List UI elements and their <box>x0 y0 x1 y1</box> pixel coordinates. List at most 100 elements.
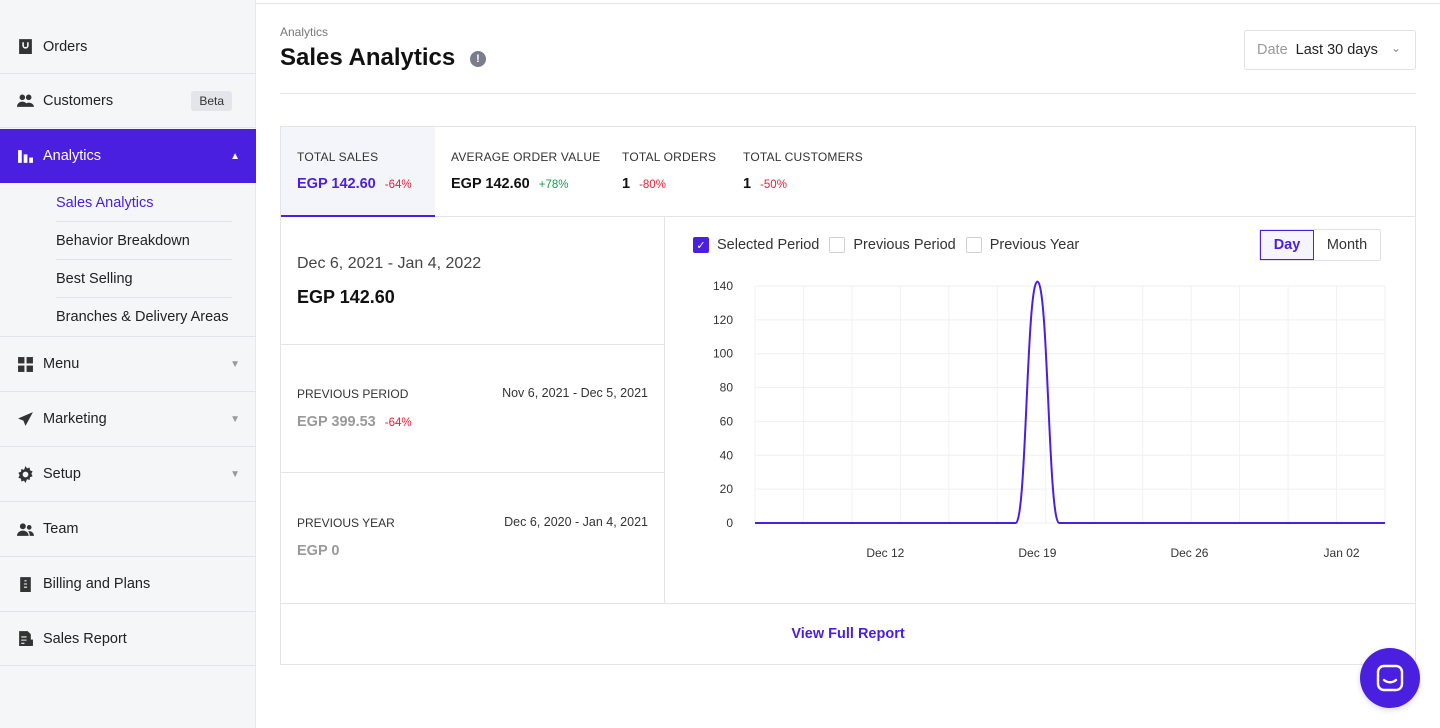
current-period-value: EGP 142.60 <box>297 287 395 307</box>
sidebar-item-marketing[interactable]: Marketing ▼ <box>0 392 256 447</box>
sidebar-item-label: Customers <box>43 92 114 109</box>
caret-down-icon: ▼ <box>230 358 240 370</box>
stat-value-text: 1 <box>622 176 631 192</box>
legend-label: Previous Year <box>989 237 1080 253</box>
x-tick-label: Dec 26 <box>1170 546 1208 560</box>
previous-year-label: PREVIOUS YEAR <box>297 516 395 530</box>
previous-period-box: PREVIOUS PERIOD Nov 6, 2021 - Dec 5, 202… <box>281 345 664 473</box>
team-icon <box>16 520 34 538</box>
sidebar-item-label: Setup <box>43 466 81 482</box>
legend-previous-period[interactable]: Previous Period <box>829 237 956 253</box>
sidebar-item-analytics[interactable]: Analytics ▲ <box>0 129 256 183</box>
stat-change: -64% <box>384 179 412 191</box>
card-footer: View Full Report <box>281 603 1415 664</box>
sidebar-item-team[interactable]: Team <box>0 502 256 557</box>
previous-year-box: PREVIOUS YEAR Dec 6, 2020 - Jan 4, 2021 … <box>281 473 664 603</box>
sidebar: Orders Customers Beta Analytics ▲ Sales … <box>0 0 256 728</box>
series-line-selected-period <box>754 280 1385 524</box>
beta-badge: Beta <box>191 90 232 111</box>
checkbox-checked-icon[interactable]: ✓ <box>693 237 709 253</box>
stat-total-customers[interactable]: TOTAL CUSTOMERS 1 -50% <box>727 127 877 217</box>
grid-icon <box>16 355 34 373</box>
previous-period-value: EGP 399.53 -64% <box>297 414 412 430</box>
sidebar-item-sales-report[interactable]: Sales Report <box>0 612 256 666</box>
sidebar-item-billing[interactable]: Billing and Plans <box>0 557 256 612</box>
date-select-label: Date <box>1257 42 1288 58</box>
stat-label: TOTAL ORDERS <box>622 150 717 164</box>
stat-total-sales[interactable]: TOTAL SALES EGP 142.60 -64% <box>281 127 435 217</box>
previous-year-value: EGP 0 <box>297 543 340 559</box>
sidebar-item-customers[interactable]: Customers Beta <box>0 74 256 128</box>
stats-row: TOTAL SALES EGP 142.60 -64% AVERAGE ORDER… <box>281 127 1415 217</box>
chevron-down-icon: ⌄ <box>1390 41 1401 55</box>
checkbox[interactable] <box>965 237 982 253</box>
sidebar-subitem-branches-delivery[interactable]: Branches & Delivery Areas <box>56 298 232 336</box>
current-period-range: Dec 6, 2021 - Jan 4, 2022 <box>297 255 482 272</box>
sidebar-divider <box>0 336 256 337</box>
stat-label: TOTAL SALES <box>297 150 379 164</box>
sidebar-item-setup[interactable]: Setup ▼ <box>0 447 256 502</box>
stat-value: 1 -50% <box>743 176 787 192</box>
stat-value: EGP 142.60 +78% <box>451 176 568 192</box>
previous-year-range: Dec 6, 2020 - Jan 4, 2021 <box>504 515 648 529</box>
stat-value: EGP 142.60 -64% <box>297 176 412 192</box>
y-tick-label: 20 <box>720 482 734 496</box>
orders-icon <box>16 38 34 56</box>
stat-average-order-value[interactable]: AVERAGE ORDER VALUE EGP 142.60 +78% <box>435 127 605 217</box>
previous-period-label: PREVIOUS PERIOD <box>297 387 409 401</box>
day-button[interactable]: Day <box>1260 230 1314 260</box>
legend-label: Previous Period <box>853 237 956 253</box>
sidebar-subitem-label: Branches & Delivery Areas <box>56 309 229 325</box>
sidebar-item-orders[interactable]: Orders <box>0 20 256 74</box>
checkbox[interactable] <box>829 237 846 253</box>
stat-change: -80% <box>639 179 666 191</box>
y-tick-label: 120 <box>713 313 733 327</box>
chat-launcher-button[interactable] <box>1360 648 1420 708</box>
stat-change: -50% <box>760 179 787 191</box>
legend-previous-year[interactable]: Previous Year <box>965 237 1080 253</box>
x-tick-label: Dec 19 <box>1018 546 1056 560</box>
sales-chart-panel: ✓ Selected Period Previous Period Previou… <box>665 217 1415 603</box>
customers-icon <box>16 92 34 110</box>
sidebar-item-label: Menu <box>43 356 80 372</box>
date-range-select[interactable]: Date Last 30 days ⌄ <box>1244 30 1416 70</box>
stat-change: +78% <box>538 179 569 191</box>
report-icon <box>16 630 34 648</box>
sidebar-subitem-sales-analytics[interactable]: Sales Analytics <box>56 184 232 222</box>
period-comparison: Dec 6, 2021 - Jan 4, 2022 EGP 142.60 PRE… <box>281 217 665 603</box>
caret-up-icon: ▲ <box>230 150 240 162</box>
paper-plane-icon <box>16 410 34 428</box>
stat-total-orders[interactable]: TOTAL ORDERS 1 -80% <box>606 127 726 217</box>
legend-selected-period[interactable]: ✓ Selected Period <box>693 237 819 253</box>
breadcrumb[interactable]: Analytics <box>280 25 329 39</box>
gear-icon <box>16 465 34 483</box>
sidebar-item-label: Marketing <box>43 411 107 427</box>
sidebar-item-label: Billing and Plans <box>43 576 151 592</box>
month-button[interactable]: Month <box>1326 237 1368 253</box>
y-tick-label: 140 <box>713 279 733 293</box>
caret-down-icon: ▼ <box>230 468 240 480</box>
sidebar-item-menu[interactable]: Menu ▼ <box>0 337 256 392</box>
y-tick-label: 40 <box>720 448 734 462</box>
stat-value-text: 1 <box>743 176 752 192</box>
caret-down-icon: ▼ <box>230 413 240 425</box>
sidebar-subitem-label: Best Selling <box>56 270 133 287</box>
sidebar-item-label: Analytics <box>43 148 102 164</box>
sidebar-subitem-best-selling[interactable]: Best Selling <box>56 260 232 298</box>
previous-period-range: Nov 6, 2021 - Dec 5, 2021 <box>502 386 648 400</box>
sidebar-subitem-behavior-breakdown[interactable]: Behavior Breakdown <box>56 222 232 260</box>
stat-value-text: EGP 142.60 <box>451 176 530 192</box>
view-full-report-link[interactable]: View Full Report <box>791 626 905 642</box>
y-tick-label: 100 <box>713 347 733 361</box>
x-tick-label: Jan 02 <box>1324 546 1360 560</box>
y-tick-label: 0 <box>726 516 733 530</box>
sidebar-subitem-label: Sales Analytics <box>56 194 154 211</box>
sidebar-item-label: Sales Report <box>43 630 127 647</box>
x-tick-label: Dec 12 <box>866 546 904 560</box>
sales-line-chart: 0 20 40 60 80 100 120 140 Dec 12 Dec 19 Dec 26 Jan … <box>713 279 1386 560</box>
stat-value-text: EGP 142.60 <box>297 176 376 192</box>
info-icon[interactable]: ! <box>470 51 486 67</box>
chart-legend: ✓ Selected Period Previous Period Previou… <box>693 237 1089 253</box>
invoice-icon <box>16 575 34 593</box>
y-tick-label: 60 <box>720 414 734 428</box>
